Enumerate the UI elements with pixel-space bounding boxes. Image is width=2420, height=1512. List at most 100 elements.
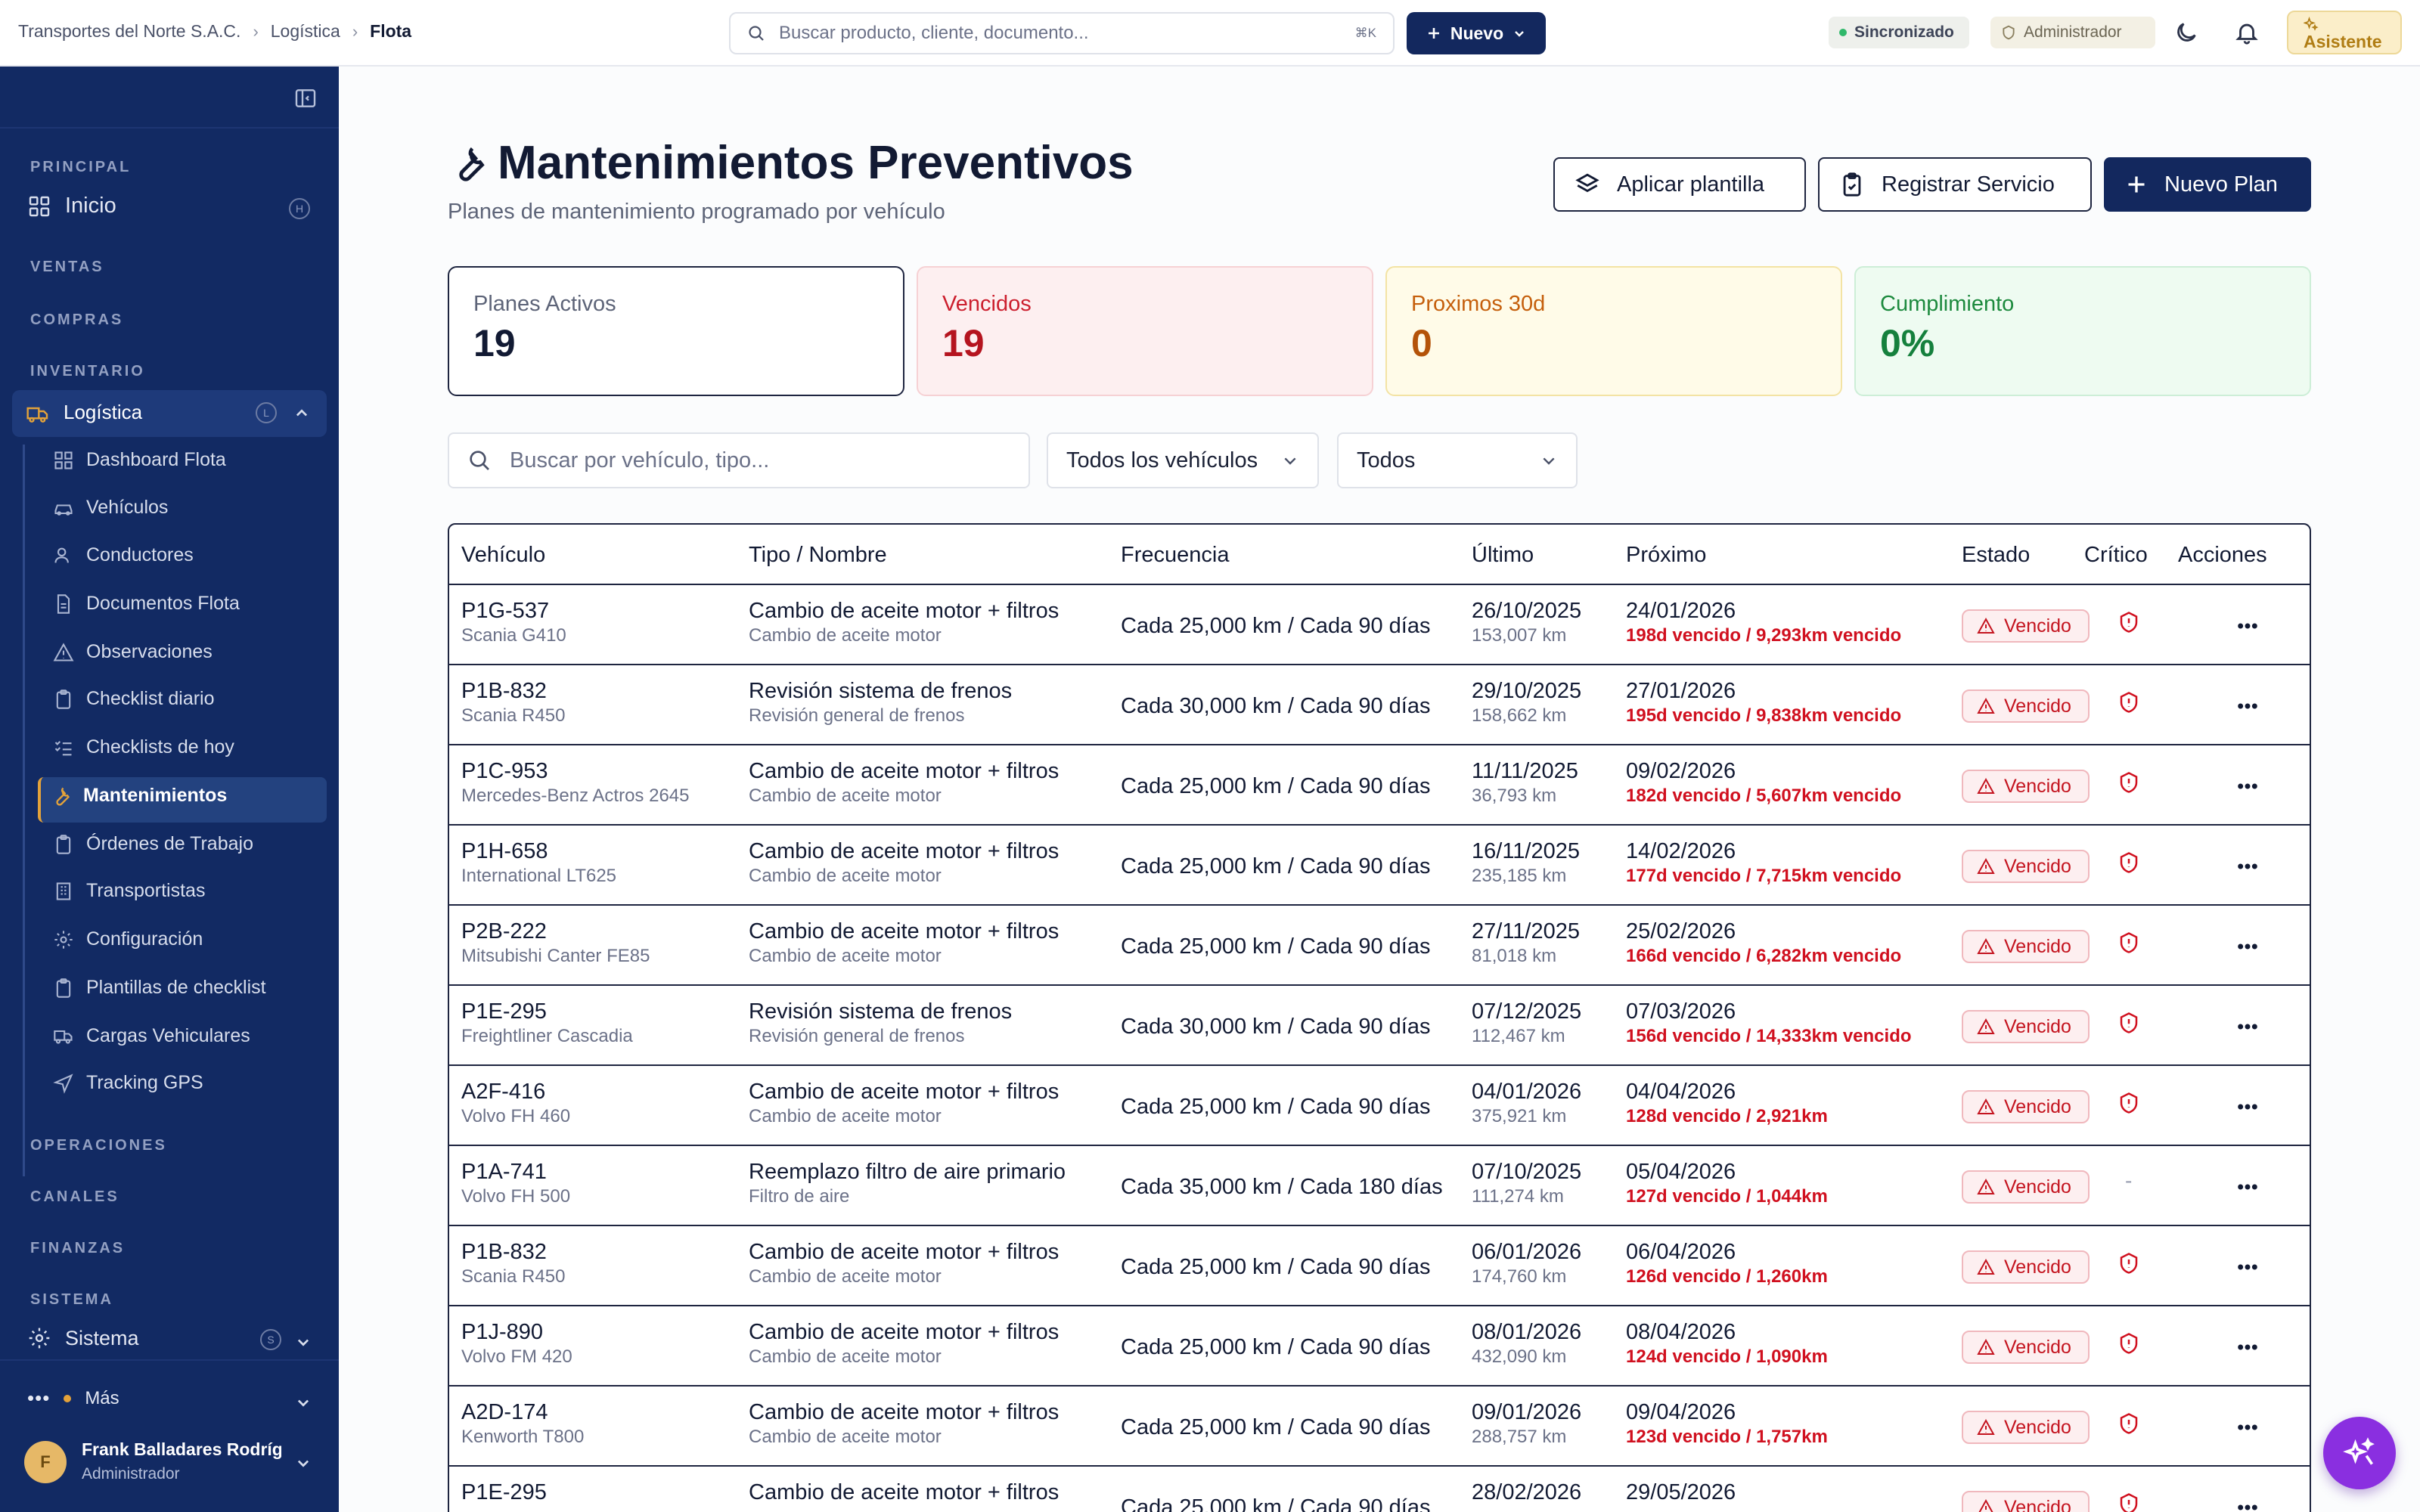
section-canales[interactable]: CANALES bbox=[30, 1188, 119, 1205]
column-header-vehiculo[interactable]: Vehículo bbox=[461, 543, 546, 567]
avatar[interactable]: F bbox=[24, 1441, 67, 1483]
column-header-critico[interactable]: Crítico bbox=[2084, 543, 2148, 567]
chevron-down-icon[interactable] bbox=[295, 1455, 312, 1471]
row-actions-button[interactable] bbox=[2235, 1255, 2260, 1279]
sidebar-item-configuracion[interactable]: Configuración bbox=[53, 928, 203, 950]
row-actions-button[interactable] bbox=[2235, 1335, 2260, 1359]
breadcrumb-logistica[interactable]: Logística bbox=[270, 21, 340, 41]
column-header-tipo[interactable]: Tipo / Nombre bbox=[749, 543, 887, 567]
row-actions-button[interactable] bbox=[2235, 694, 2260, 718]
role-badge[interactable]: Administrador bbox=[1990, 17, 2155, 48]
frequency-cell: Cada 30,000 km / Cada 90 días bbox=[1121, 694, 1431, 718]
row-actions-button[interactable] bbox=[2235, 614, 2260, 638]
column-header-ultimo[interactable]: Último bbox=[1472, 543, 1534, 567]
sidebar-item-transportistas[interactable]: Transportistas bbox=[53, 880, 205, 902]
sidebar-collapse-icon[interactable] bbox=[293, 86, 318, 110]
sidebar-item-observaciones[interactable]: Observaciones bbox=[53, 641, 213, 663]
row-actions-button[interactable] bbox=[2235, 1015, 2260, 1039]
moon-icon[interactable] bbox=[2173, 20, 2199, 45]
section-finanzas[interactable]: FINANZAS bbox=[30, 1240, 126, 1256]
sync-status-badge[interactable]: Sincronizado bbox=[1829, 17, 1969, 48]
vehicle-plate[interactable]: P1J-890 bbox=[461, 1320, 544, 1344]
sidebar-item-plantillas-checklist[interactable]: Plantillas de checklist bbox=[53, 977, 266, 999]
assistant-button[interactable]: Asistente bbox=[2287, 11, 2402, 54]
sidebar-item-tracking-gps[interactable]: Tracking GPS bbox=[53, 1072, 203, 1094]
table-row[interactable]: P1B-832 Scania R450 Revisión sistema de fr… bbox=[449, 665, 2310, 745]
row-actions-button[interactable] bbox=[2235, 1095, 2260, 1119]
more-menu[interactable]: ••• Más bbox=[27, 1387, 119, 1410]
vehicle-plate[interactable]: P1A-741 bbox=[461, 1160, 547, 1184]
row-actions-button[interactable] bbox=[2235, 854, 2260, 878]
overdue-detail: 166d vencido / 6,282km vencido bbox=[1626, 946, 1902, 966]
row-actions-button[interactable] bbox=[2235, 774, 2260, 798]
table-row[interactable]: A2D-174 Kenworth T800 Cambio de aceite mot… bbox=[449, 1387, 2310, 1467]
sidebar-item-sistema[interactable]: Sistema bbox=[27, 1326, 139, 1350]
vehicle-plate[interactable]: P1G-537 bbox=[461, 599, 550, 623]
column-header-proximo[interactable]: Próximo bbox=[1626, 543, 1707, 567]
vehicle-plate[interactable]: P1H-658 bbox=[461, 839, 548, 863]
next-service-date: 06/04/2026 bbox=[1626, 1240, 1736, 1264]
vehicle-plate[interactable]: P2B-222 bbox=[461, 919, 547, 943]
vehicle-plate[interactable]: P1B-832 bbox=[461, 1240, 547, 1264]
vehicle-plate[interactable]: P1E-295 bbox=[461, 1480, 547, 1504]
vehicle-plate[interactable]: A2F-416 bbox=[461, 1080, 546, 1104]
sidebar-item-inicio[interactable]: Inicio bbox=[27, 194, 116, 218]
section-ventas[interactable]: VENTAS bbox=[30, 259, 104, 275]
chevron-down-icon[interactable] bbox=[295, 1334, 312, 1350]
status-select[interactable]: Todos bbox=[1337, 432, 1578, 488]
vehicle-plate[interactable]: P1E-295 bbox=[461, 999, 547, 1024]
table-row[interactable]: P1C-953 Mercedes-Benz Actros 2645 Cambio d… bbox=[449, 745, 2310, 826]
table-row[interactable]: P1E-295 Cambio de aceite motor + filtros C… bbox=[449, 1467, 2310, 1512]
plan-search-input[interactable]: Buscar por vehículo, tipo... bbox=[448, 432, 1030, 488]
sidebar-item-checklists-de-hoy[interactable]: Checklists de hoy bbox=[53, 736, 234, 758]
bell-icon[interactable] bbox=[2234, 20, 2260, 45]
clipboard-icon bbox=[56, 978, 71, 998]
sidebar-item-mantenimientos[interactable]: Mantenimientos bbox=[50, 785, 227, 807]
row-actions-button[interactable] bbox=[2235, 1175, 2260, 1199]
last-service-cell: 06/01/2026 174,760 km bbox=[1472, 1238, 1581, 1288]
sidebar-item-dashboard-flota[interactable]: Dashboard Flota bbox=[53, 449, 226, 471]
breadcrumb-company[interactable]: Transportes del Norte S.A.C. bbox=[18, 21, 241, 41]
status-badge: Vencido bbox=[1962, 770, 2090, 803]
section-compras[interactable]: COMPRAS bbox=[30, 311, 124, 328]
sidebar-item-checklist-diario[interactable]: Checklist diario bbox=[53, 688, 215, 710]
row-actions-button[interactable] bbox=[2235, 1415, 2260, 1439]
wrench-icon bbox=[56, 787, 70, 806]
table-row[interactable]: A2F-416 Volvo FH 460 Cambio de aceite moto… bbox=[449, 1066, 2310, 1146]
sidebar-item-conductores[interactable]: Conductores bbox=[53, 544, 194, 566]
page-subtitle: Planes de mantenimiento programado por v… bbox=[448, 200, 945, 224]
table-row[interactable]: P1A-741 Volvo FH 500 Reemplazo filtro de a… bbox=[449, 1146, 2310, 1226]
section-operaciones[interactable]: OPERACIONES bbox=[30, 1137, 167, 1154]
section-inventario[interactable]: INVENTARIO bbox=[30, 363, 145, 380]
global-search-input[interactable]: Buscar producto, cliente, documento... ⌘… bbox=[729, 12, 1395, 54]
vehicle-select[interactable]: Todos los vehículos bbox=[1047, 432, 1319, 488]
table-row[interactable]: P2B-222 Mitsubishi Canter FE85 Cambio de a… bbox=[449, 906, 2310, 986]
sidebar-item-label: Configuración bbox=[86, 928, 203, 950]
car-icon bbox=[54, 503, 73, 516]
last-service-km: 288,757 km bbox=[1472, 1427, 1567, 1447]
chevron-down-icon[interactable] bbox=[295, 1394, 312, 1411]
sidebar-item-vehiculos[interactable]: Vehículos bbox=[53, 497, 168, 519]
sidebar-item-cargas-vehiculares[interactable]: Cargas Vehiculares bbox=[53, 1025, 250, 1047]
vehicle-plate[interactable]: P1B-832 bbox=[461, 679, 547, 703]
table-row[interactable]: P1H-658 International LT625 Cambio de acei… bbox=[449, 826, 2310, 906]
last-service-date: 07/10/2025 bbox=[1472, 1160, 1582, 1184]
new-button[interactable]: Nuevo bbox=[1407, 12, 1546, 54]
table-row[interactable]: P1E-295 Freightliner Cascadia Revisión sis… bbox=[449, 986, 2310, 1066]
sidebar-item-logistica[interactable]: Logística L bbox=[12, 390, 327, 437]
ai-assistant-fab[interactable] bbox=[2323, 1417, 2396, 1489]
register-service-button[interactable]: Registrar Servicio bbox=[1818, 157, 2092, 212]
column-header-estado[interactable]: Estado bbox=[1962, 543, 2031, 567]
row-actions-button[interactable] bbox=[2235, 1495, 2260, 1512]
table-row[interactable]: P1G-537 Scania G410 Cambio de aceite motor… bbox=[449, 585, 2310, 665]
new-plan-button[interactable]: Nuevo Plan bbox=[2104, 157, 2311, 212]
row-actions-button[interactable] bbox=[2235, 934, 2260, 959]
sidebar-item-documentos-flota[interactable]: Documentos Flota bbox=[53, 593, 240, 615]
vehicle-plate[interactable]: P1C-953 bbox=[461, 759, 548, 783]
sidebar-item-ordenes-de-trabajo[interactable]: Órdenes de Trabajo bbox=[53, 833, 253, 855]
table-row[interactable]: P1J-890 Volvo FM 420 Cambio de aceite moto… bbox=[449, 1306, 2310, 1387]
table-row[interactable]: P1B-832 Scania R450 Cambio de aceite motor… bbox=[449, 1226, 2310, 1306]
vehicle-plate[interactable]: A2D-174 bbox=[461, 1400, 548, 1424]
column-header-frecuencia[interactable]: Frecuencia bbox=[1121, 543, 1230, 567]
apply-template-button[interactable]: Aplicar plantilla bbox=[1553, 157, 1806, 212]
